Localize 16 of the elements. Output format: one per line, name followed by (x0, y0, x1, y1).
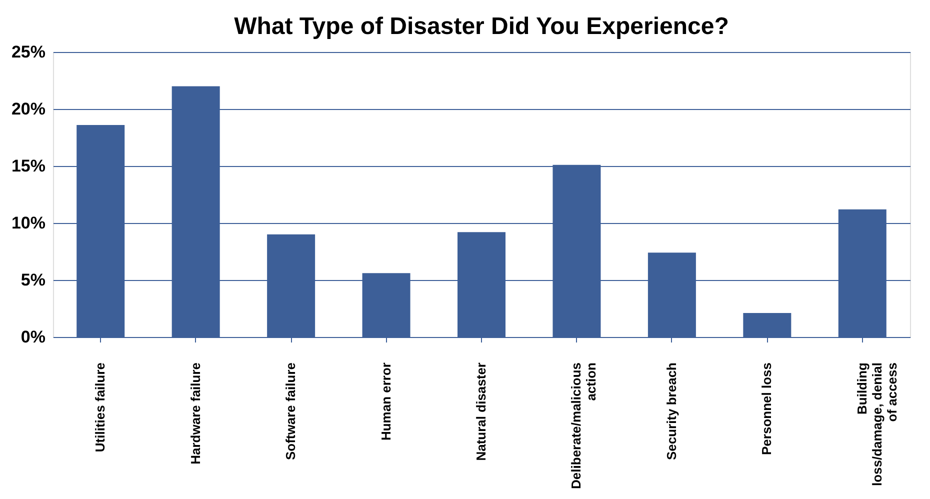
y-tick-label: 15% (11, 156, 46, 176)
y-tick-label: 0% (20, 328, 46, 346)
y-tick-label: 25% (11, 42, 46, 62)
y-tick-label: 10% (11, 214, 46, 232)
chart-title: What Type of Disaster Did You Experience? (234, 13, 729, 40)
x-tick-label: Building loss/damage, denial of access (854, 362, 900, 486)
y-tick-label: 5% (20, 270, 46, 290)
x-tick-label: Software failure (283, 362, 298, 460)
x-tick-label: Human error (378, 362, 394, 441)
x-tick-label: Hardware failure (188, 362, 203, 464)
x-tick-label: Personnel loss (759, 362, 774, 455)
x-tick-label: Utilities failure (92, 362, 108, 452)
x-tick-label: Security breach (664, 362, 679, 460)
x-tick-label: Natural disaster (474, 362, 488, 461)
x-tick-label: Deliberate/malicious action (568, 362, 599, 489)
y-tick-label: 20% (11, 100, 46, 118)
